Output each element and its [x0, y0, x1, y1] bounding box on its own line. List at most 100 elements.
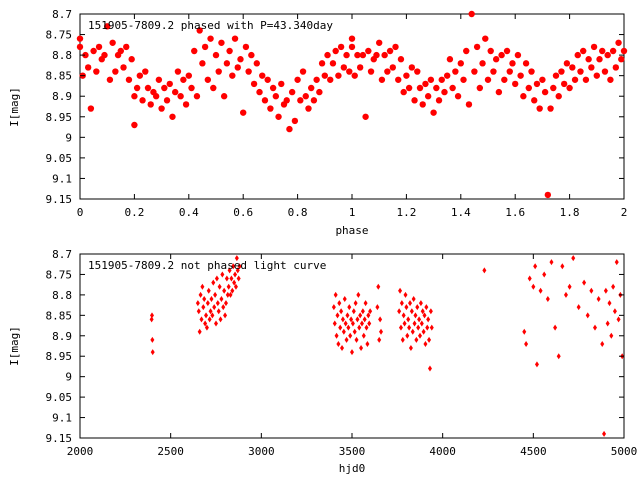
data-point — [250, 80, 258, 88]
x-axis-label: hjd0 — [339, 462, 366, 475]
data-point — [430, 109, 437, 116]
data-point — [605, 320, 610, 327]
data-point — [302, 93, 309, 100]
data-point — [278, 80, 285, 88]
data-point — [592, 324, 597, 331]
data-point — [93, 68, 100, 75]
y-tick-label: 8.8 — [52, 49, 72, 62]
x-tick-label: 1.6 — [505, 206, 525, 219]
data-point — [227, 267, 232, 274]
data-point — [349, 316, 354, 323]
data-point — [236, 275, 241, 282]
data-point — [341, 328, 346, 335]
data-point — [607, 76, 614, 83]
data-point — [424, 93, 432, 100]
data-point — [409, 308, 414, 315]
data-point — [180, 76, 187, 83]
data-point — [422, 312, 427, 319]
data-point — [344, 336, 349, 343]
data-point — [353, 300, 358, 307]
data-point — [609, 47, 617, 55]
data-point — [240, 109, 247, 116]
data-point — [405, 332, 410, 339]
data-point — [82, 51, 89, 59]
data-point — [226, 283, 231, 290]
data-point — [386, 47, 394, 55]
data-point — [204, 324, 209, 331]
data-point — [310, 97, 318, 104]
data-point — [506, 68, 513, 75]
data-point — [401, 312, 406, 319]
data-point — [596, 295, 601, 302]
data-point — [209, 295, 214, 302]
data-point — [128, 56, 135, 63]
data-point — [373, 51, 380, 59]
y-tick-label: 9.1 — [52, 172, 72, 185]
data-point — [375, 304, 380, 311]
data-point — [418, 300, 423, 307]
data-point — [395, 76, 402, 83]
data-point — [275, 113, 282, 120]
data-point — [601, 68, 609, 75]
data-point — [593, 72, 600, 79]
data-point — [498, 51, 505, 59]
data-point — [588, 64, 595, 71]
data-point — [95, 43, 103, 51]
data-point — [363, 300, 368, 307]
data-point — [308, 84, 315, 92]
x-tick-label: 0.6 — [233, 206, 253, 219]
data-point — [348, 43, 356, 51]
data-point — [206, 287, 211, 294]
data-point — [479, 60, 486, 67]
x-tick-label: 3500 — [339, 445, 366, 458]
data-point — [580, 47, 587, 55]
data-point — [177, 93, 184, 100]
data-point — [245, 68, 252, 75]
data-point — [346, 68, 353, 75]
data-point — [365, 340, 370, 347]
data-point — [232, 279, 237, 286]
data-point — [367, 320, 372, 327]
data-point — [533, 263, 538, 270]
data-point — [604, 51, 611, 59]
data-point — [204, 76, 212, 83]
data-point — [522, 328, 527, 335]
data-point — [408, 345, 413, 352]
x-tick-label: 4500 — [520, 445, 547, 458]
data-point — [585, 312, 590, 319]
data-point — [207, 316, 212, 323]
data-point — [185, 72, 192, 79]
data-point — [208, 308, 213, 315]
data-point — [397, 308, 402, 315]
data-point — [351, 308, 356, 315]
data-point — [517, 72, 524, 79]
data-point — [332, 47, 339, 55]
data-point — [237, 56, 244, 63]
data-point — [169, 113, 176, 120]
data-point — [237, 263, 242, 270]
data-point — [476, 84, 484, 92]
data-point — [361, 332, 366, 339]
data-point — [612, 308, 617, 315]
y-tick-label: 8.7 — [52, 248, 72, 261]
data-point — [484, 76, 492, 83]
y-tick-label: 8.85 — [46, 70, 73, 83]
data-point — [346, 324, 351, 331]
x-axis-ticks: 2000 2500 3000 3500 4000 4500 5000 — [67, 254, 637, 458]
data-point — [104, 23, 111, 30]
data-point — [354, 336, 359, 343]
data-point — [377, 336, 382, 343]
data-point — [359, 51, 367, 59]
data-point — [460, 76, 467, 83]
data-point — [533, 80, 541, 88]
data-point — [338, 324, 343, 331]
data-point — [337, 43, 345, 51]
data-point — [426, 316, 431, 323]
data-point — [416, 324, 421, 331]
y-tick-label: 8.9 — [52, 90, 72, 103]
data-point — [416, 84, 424, 92]
data-point — [563, 291, 568, 298]
data-point — [340, 64, 348, 71]
data-point — [355, 316, 360, 323]
data-point — [222, 287, 227, 294]
